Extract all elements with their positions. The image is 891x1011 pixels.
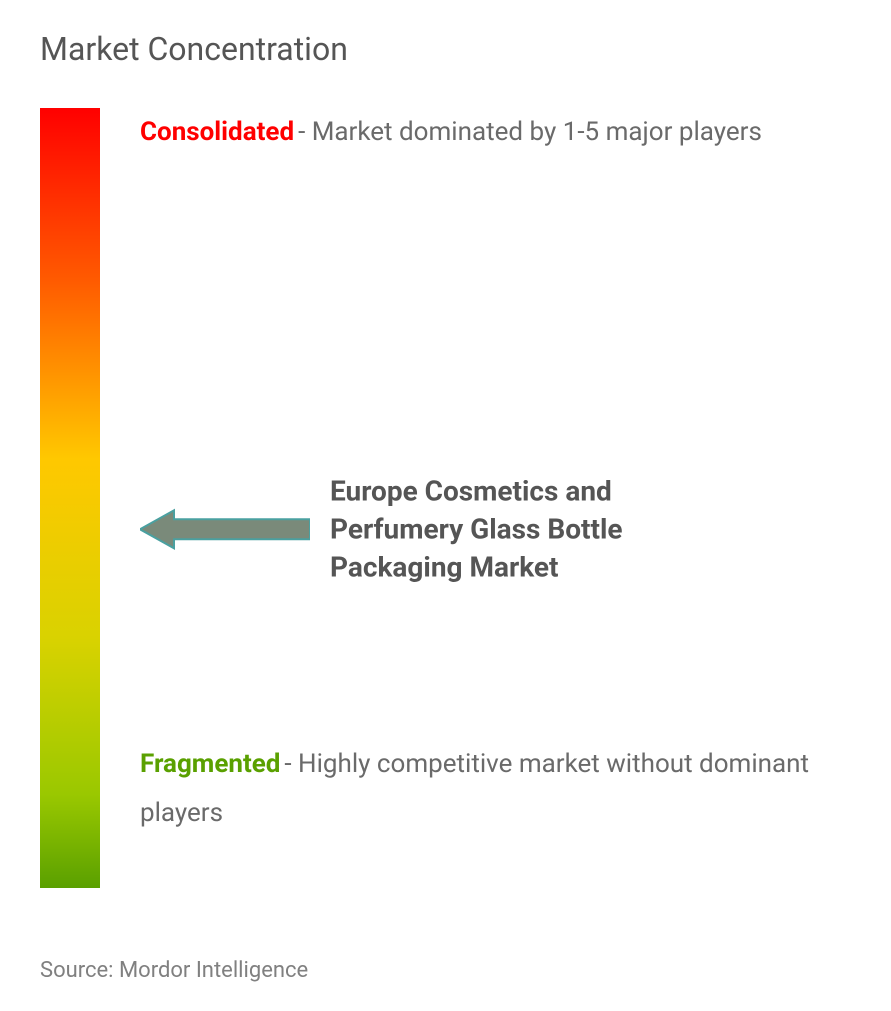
fragmented-block: Fragmented - Highly competitive market w… <box>140 740 841 839</box>
page-title: Market Concentration <box>40 30 851 68</box>
content-row: Consolidated - Market dominated by 1-5 m… <box>40 108 851 888</box>
market-name-line3: Packaging Market <box>330 550 559 583</box>
pointer-arrow-icon <box>140 508 310 550</box>
text-column: Consolidated - Market dominated by 1-5 m… <box>100 108 851 888</box>
market-name-line1: Europe Cosmetics and <box>330 474 612 507</box>
market-name-line2: Perfumery Glass Bottle <box>330 512 623 545</box>
market-name-label: Europe Cosmetics and Perfumery Glass Bot… <box>330 472 623 585</box>
consolidated-description: - Market dominated by 1-5 major players <box>298 117 762 147</box>
source-attribution: Source: Mordor Intelligence <box>40 958 308 983</box>
consolidated-block: Consolidated - Market dominated by 1-5 m… <box>140 108 841 157</box>
consolidated-label: Consolidated <box>140 117 294 147</box>
market-pointer-block: Europe Cosmetics and Perfumery Glass Bot… <box>140 472 841 585</box>
fragmented-label: Fragmented <box>140 749 280 779</box>
concentration-scale-bar <box>40 108 100 888</box>
